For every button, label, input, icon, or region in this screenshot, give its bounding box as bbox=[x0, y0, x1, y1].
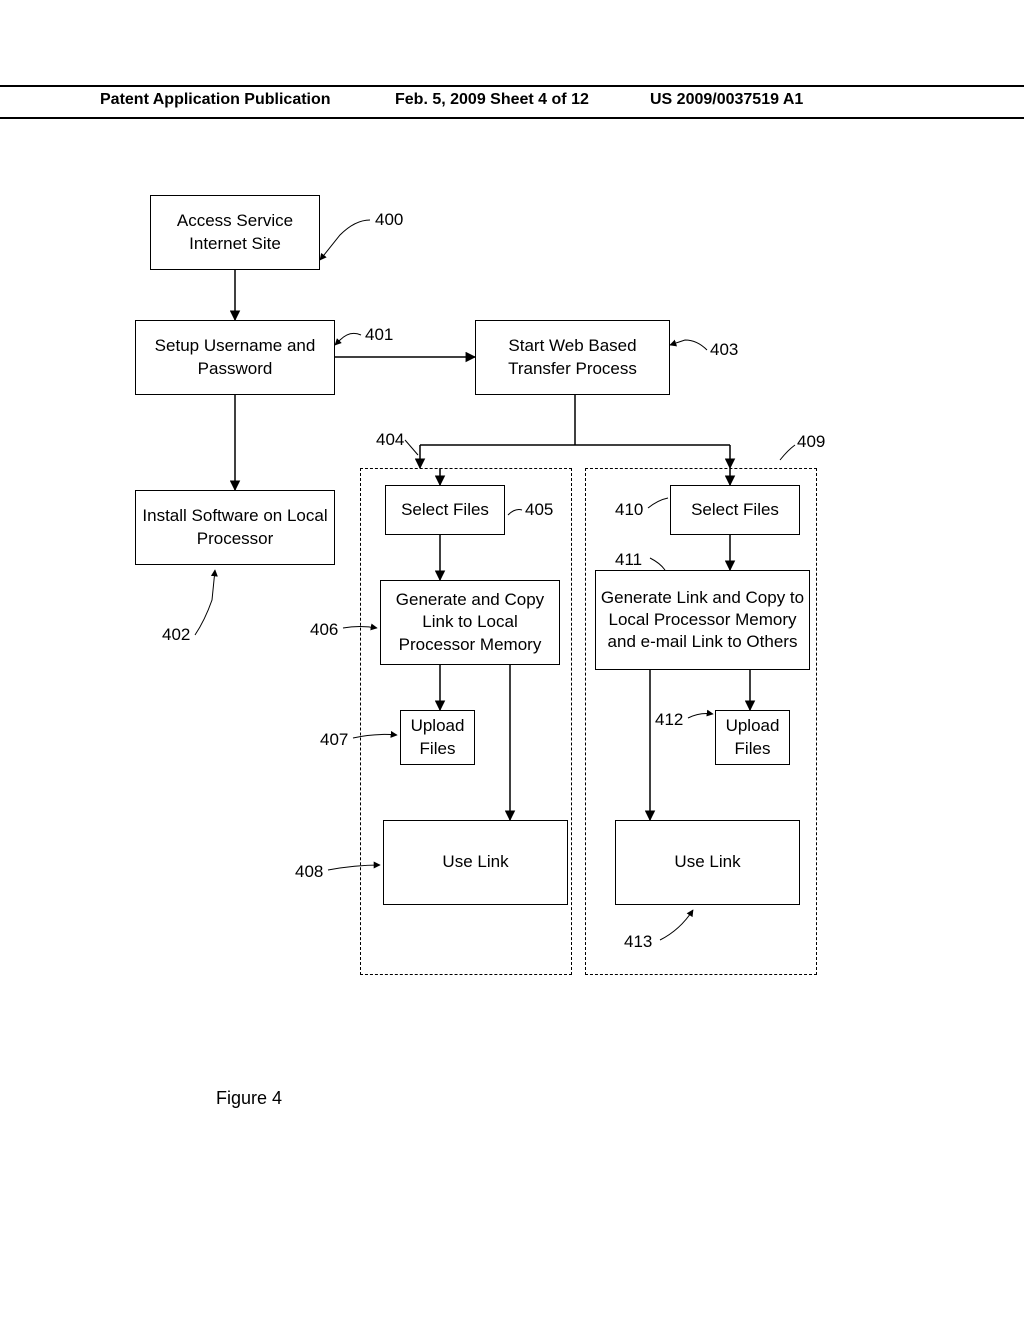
page-header: Patent Application Publication Feb. 5, 2… bbox=[0, 85, 1024, 119]
box-406: Generate and Copy Link to Local Processo… bbox=[380, 580, 560, 665]
box-405: Select Files bbox=[385, 485, 505, 535]
ref-404: 404 bbox=[376, 430, 404, 450]
ref-411: 411 bbox=[615, 550, 642, 570]
ref-409: 409 bbox=[797, 432, 825, 452]
box-400: Access Service Internet Site bbox=[150, 195, 320, 270]
ref-400: 400 bbox=[375, 210, 403, 230]
header-left: Patent Application Publication bbox=[100, 91, 331, 109]
box-412: Upload Files bbox=[715, 710, 790, 765]
ref-405: 405 bbox=[525, 500, 553, 520]
ref-413: 413 bbox=[624, 932, 652, 952]
figure-label: Figure 4 bbox=[216, 1088, 282, 1109]
ref-408: 408 bbox=[295, 862, 323, 882]
box-407: Upload Files bbox=[400, 710, 475, 765]
ref-403: 403 bbox=[710, 340, 738, 360]
ref-406: 406 bbox=[310, 620, 338, 640]
page: Patent Application Publication Feb. 5, 2… bbox=[0, 0, 1024, 1320]
ref-402: 402 bbox=[162, 625, 190, 645]
box-408: Use Link bbox=[383, 820, 568, 905]
header-right: US 2009/0037519 A1 bbox=[650, 91, 803, 109]
box-402: Install Software on Local Processor bbox=[135, 490, 335, 565]
header-center: Feb. 5, 2009 Sheet 4 of 12 bbox=[395, 91, 589, 109]
box-413: Use Link bbox=[615, 820, 800, 905]
box-403: Start Web Based Transfer Process bbox=[475, 320, 670, 395]
box-410: Select Files bbox=[670, 485, 800, 535]
box-411: Generate Link and Copy to Local Processo… bbox=[595, 570, 810, 670]
ref-410: 410 bbox=[615, 500, 643, 520]
box-401: Setup Username and Password bbox=[135, 320, 335, 395]
ref-401: 401 bbox=[365, 325, 393, 345]
ref-412: 412 bbox=[655, 710, 683, 730]
ref-407: 407 bbox=[320, 730, 348, 750]
